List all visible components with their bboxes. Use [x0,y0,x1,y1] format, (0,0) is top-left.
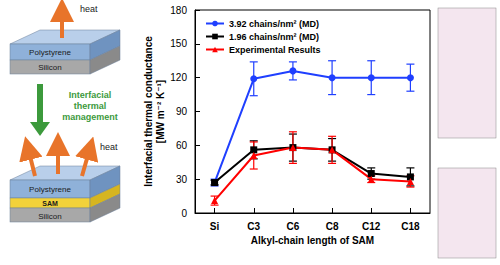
svg-text:C6: C6 [287,221,300,232]
svg-text:Silicon: Silicon [38,212,62,221]
svg-text:Alkyl-chain length of SAM: Alkyl-chain length of SAM [251,235,374,246]
svg-text:Si: Si [210,221,220,232]
svg-text:Silicon: Silicon [38,63,62,72]
svg-text:SAM: SAM [42,200,58,207]
svg-text:Interfacial thermal conductanc: Interfacial thermal conductance [143,36,154,187]
svg-text:Experimental Results: Experimental Results [229,45,321,55]
svg-text:Interfacial: Interfacial [69,90,112,100]
svg-text:90: 90 [176,106,188,117]
svg-text:[MW m⁻² K⁻¹]: [MW m⁻² K⁻¹] [155,80,166,143]
svg-text:heat: heat [100,142,118,152]
svg-text:Polystyrene: Polystyrene [29,185,71,194]
svg-text:0: 0 [181,208,187,219]
svg-text:1.96 chains/nm² (MD): 1.96 chains/nm² (MD) [229,32,319,42]
svg-text:60: 60 [176,140,188,151]
svg-text:C12: C12 [362,221,381,232]
svg-text:heat: heat [80,4,98,14]
svg-text:3.92 chains/nm² (MD): 3.92 chains/nm² (MD) [229,19,319,29]
svg-text:30: 30 [176,174,188,185]
svg-text:management: management [62,112,118,122]
svg-text:thermal: thermal [74,101,107,111]
svg-text:C3: C3 [247,221,260,232]
svg-text:120: 120 [170,72,187,83]
svg-text:150: 150 [170,38,187,49]
svg-text:C18: C18 [401,221,420,232]
svg-text:180: 180 [170,5,187,16]
svg-text:Polystyrene: Polystyrene [29,48,71,57]
svg-text:C8: C8 [326,221,339,232]
